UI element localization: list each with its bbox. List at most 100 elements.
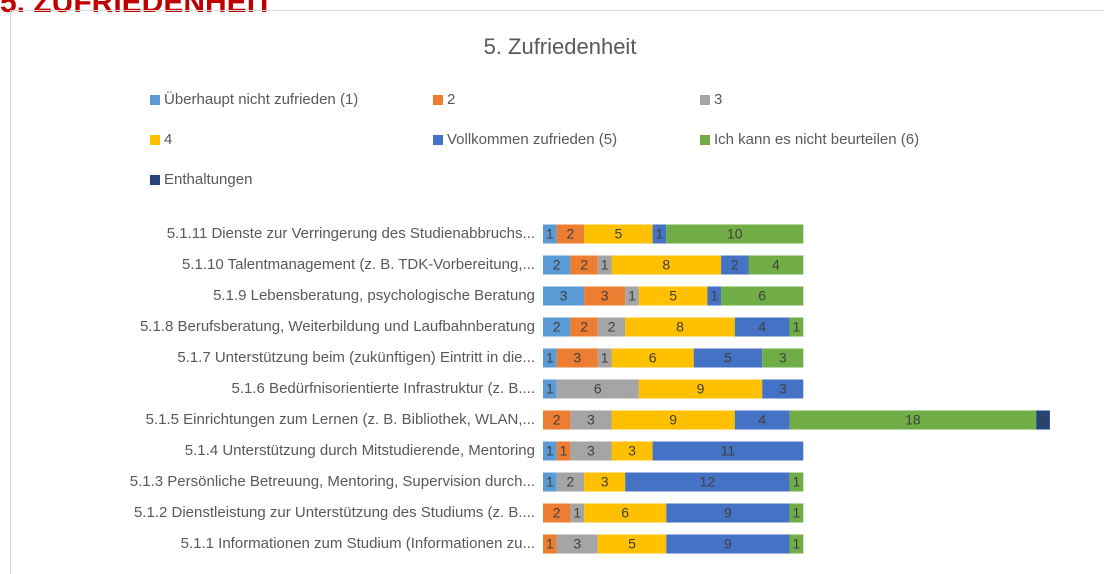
data-label: 2: [608, 319, 616, 335]
legend-label: 2: [447, 91, 455, 108]
bar-segment: [543, 379, 557, 399]
data-label: 9: [724, 505, 732, 521]
legend-label: Enthaltungen: [164, 171, 252, 188]
data-label: 2: [731, 257, 739, 273]
data-label: 2: [580, 257, 588, 273]
bar-segment: [652, 441, 804, 461]
data-label: 1: [1039, 412, 1047, 428]
bar-segment: [570, 410, 612, 430]
data-label: 1: [546, 226, 554, 242]
data-label: 2: [580, 319, 588, 335]
bar-segment: [556, 224, 585, 244]
bar-segment: [789, 534, 804, 554]
data-label: 9: [697, 381, 705, 397]
bar-segment: [543, 472, 557, 492]
bar-segment: [597, 255, 612, 275]
legend-swatch: [150, 175, 160, 185]
legend-swatch: [433, 135, 443, 145]
bar-segment: [625, 286, 639, 306]
data-label: 1: [601, 257, 609, 273]
data-label: 2: [553, 412, 561, 428]
bar-segment: [584, 286, 626, 306]
data-label: 3: [628, 443, 636, 459]
data-label: 3: [587, 443, 595, 459]
bar-segment: [734, 410, 790, 430]
bar-segment: [625, 472, 790, 492]
data-label: 18: [905, 412, 921, 428]
bar-segment: [611, 441, 653, 461]
bar-segment: [597, 317, 626, 337]
legend-swatch: [700, 95, 710, 105]
bar-segment: [721, 286, 804, 306]
data-label: 1: [628, 288, 636, 304]
data-label: 8: [676, 319, 684, 335]
legend-label: Überhaupt nicht zufrieden (1): [164, 90, 358, 108]
bar-segment: [584, 472, 626, 492]
bar-segment: [762, 379, 804, 399]
data-label: 3: [560, 288, 568, 304]
bar-segment: [611, 255, 722, 275]
bar-segment: [734, 317, 790, 337]
category-label: 5.1.2 Dienstleistung zur Unterstützung d…: [134, 504, 535, 521]
bar-segment: [543, 317, 571, 337]
data-label: 6: [649, 350, 657, 366]
bar-segment: [543, 224, 557, 244]
legend-swatch: [433, 95, 443, 105]
category-label: 5.1.10 Talentmanagement (z. B. TDK-Vorbe…: [182, 256, 535, 273]
data-label: 5: [669, 288, 677, 304]
data-label: 10: [727, 226, 743, 242]
bar-segment: [543, 503, 571, 523]
bar-segment: [543, 255, 571, 275]
data-label: 9: [724, 536, 732, 552]
bar-segment: [789, 317, 804, 337]
data-label: 4: [758, 412, 766, 428]
bar-segment: [556, 379, 639, 399]
bar-segment: [556, 441, 571, 461]
category-label: 5.1.4 Unterstützung durch Mitstudierende…: [185, 442, 535, 459]
data-label: 1: [573, 505, 581, 521]
bar-segment: [693, 348, 763, 368]
data-label: 1: [793, 536, 801, 552]
legend-swatch: [150, 95, 160, 105]
data-label: 3: [587, 412, 595, 428]
bar-segment: [666, 224, 804, 244]
data-label: 2: [567, 226, 575, 242]
data-label: 1: [546, 474, 554, 490]
data-label: 2: [567, 474, 575, 490]
legend-label: Ich kann es nicht beurteilen (6): [714, 131, 919, 148]
bar-segment: [597, 534, 667, 554]
bar-segment: [597, 348, 612, 368]
bar-segment: [748, 255, 804, 275]
legend-swatch: [150, 135, 160, 145]
data-label: 3: [573, 536, 581, 552]
data-label: 12: [700, 474, 716, 490]
category-label: 5.1.11 Dienste zur Verringerung des Stud…: [167, 225, 535, 242]
bar-segment: [638, 286, 708, 306]
bar-segment: [543, 286, 585, 306]
bar-segment: [543, 410, 571, 430]
data-label: 1: [793, 319, 801, 335]
data-label: 1: [546, 443, 554, 459]
data-label: 3: [779, 350, 787, 366]
data-label: 4: [772, 257, 780, 273]
data-label: 8: [662, 257, 670, 273]
bar-segment: [570, 503, 585, 523]
legend-label: 4: [164, 131, 172, 148]
bar-segment: [652, 224, 667, 244]
bar-segment: [611, 410, 735, 430]
bar-segment: [707, 286, 722, 306]
bar-segment: [762, 348, 804, 368]
category-label: 5.1.5 Einrichtungen zum Lernen (z. B. Bi…: [146, 411, 535, 428]
data-label: 2: [553, 257, 561, 273]
data-label: 3: [573, 350, 581, 366]
bar-segment: [556, 534, 598, 554]
data-label: 6: [621, 505, 629, 521]
legend-label: Vollkommen zufrieden (5): [447, 131, 617, 148]
legend-swatch: [700, 135, 710, 145]
data-label: 1: [656, 226, 664, 242]
data-label: 6: [594, 381, 602, 397]
chart-frame: [10, 10, 1104, 574]
category-label: 5.1.9 Lebensberatung, psychologische Ber…: [213, 287, 535, 304]
data-label: 3: [779, 381, 787, 397]
